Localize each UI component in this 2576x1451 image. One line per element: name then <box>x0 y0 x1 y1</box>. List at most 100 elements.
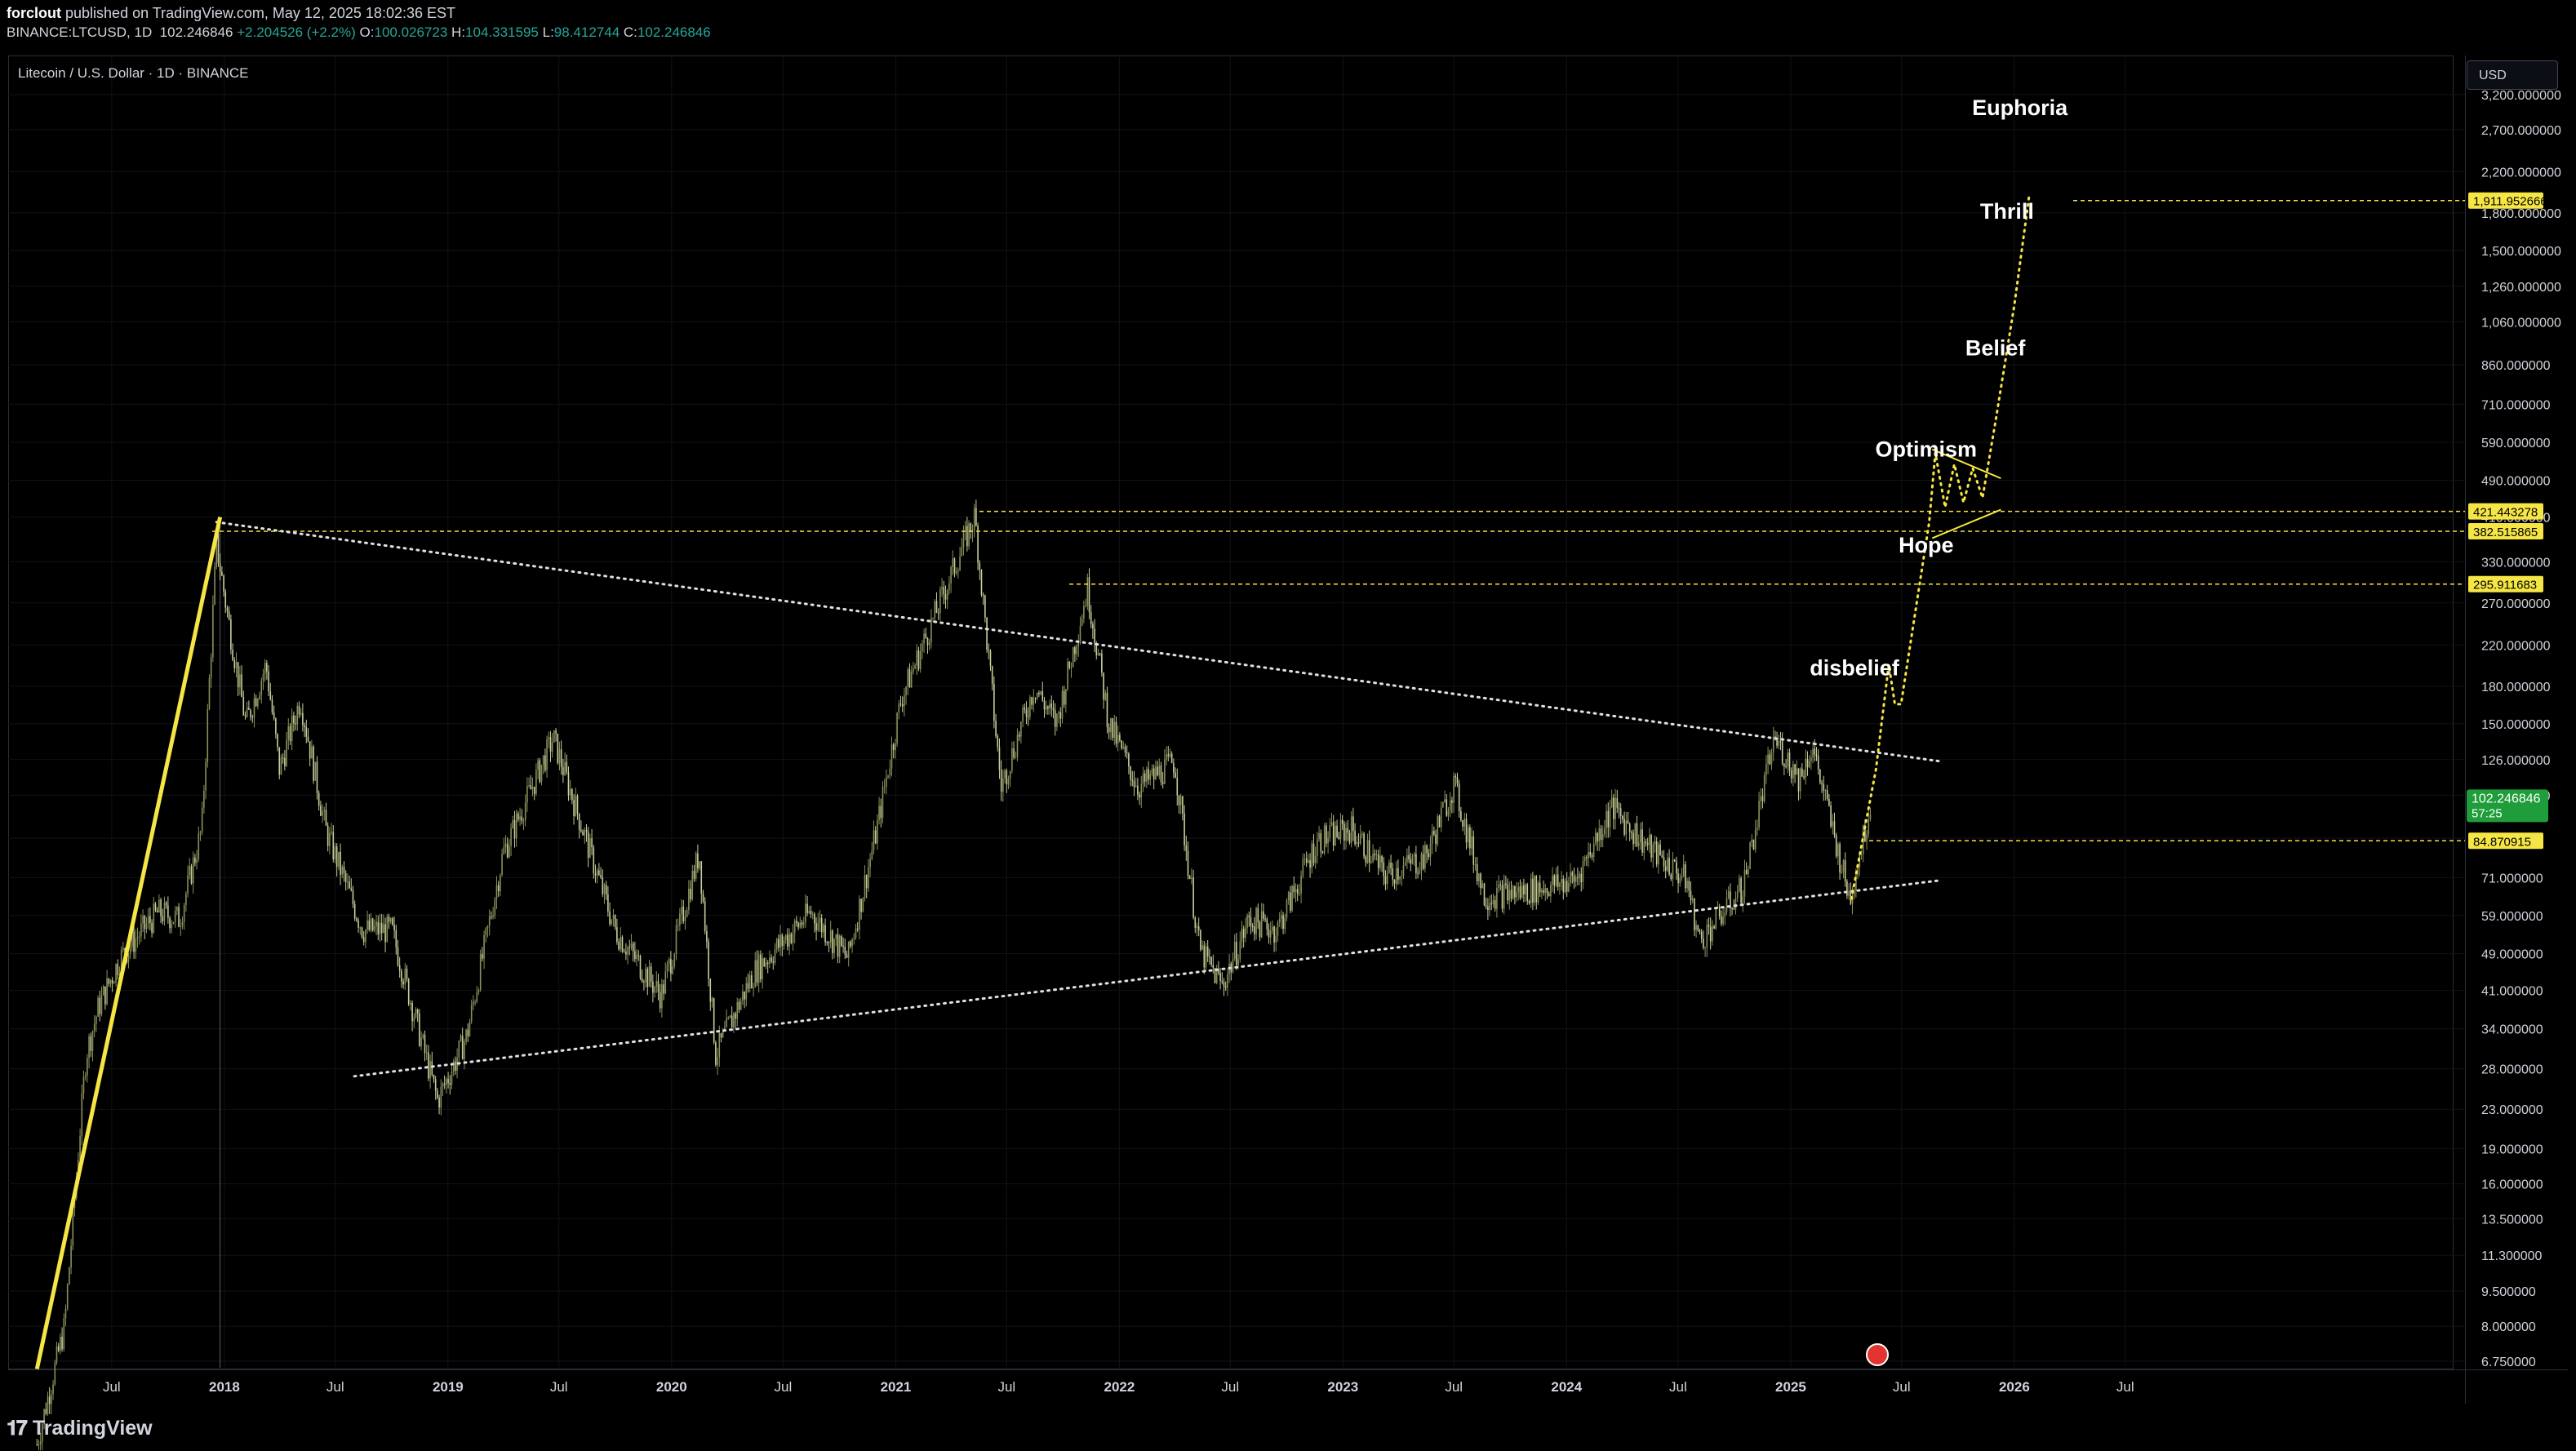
candle-body <box>217 533 220 564</box>
candle-body <box>1537 882 1539 903</box>
candle-body <box>1523 885 1525 894</box>
candle-body <box>1033 697 1035 705</box>
candle-body <box>1555 874 1557 886</box>
tradingview-brand[interactable]: 𝟏𝟕 TradingView <box>7 1417 153 1440</box>
candle-body <box>70 1245 72 1268</box>
candle-body <box>1083 606 1085 619</box>
candle-body <box>600 875 602 878</box>
candle-body <box>682 906 685 921</box>
candle-body <box>914 665 916 669</box>
candle-body <box>1420 854 1423 872</box>
candle-body <box>646 969 649 987</box>
candle-body <box>438 1098 440 1108</box>
candle-body <box>219 563 221 572</box>
candle-body <box>510 828 512 846</box>
candle-body <box>501 854 503 875</box>
candle-body <box>998 747 1001 770</box>
candle-body <box>1571 872 1574 876</box>
candle-body <box>196 859 198 863</box>
candle-body <box>377 921 380 934</box>
candle-body <box>1823 783 1825 791</box>
candle-body <box>95 1016 97 1024</box>
candle-body <box>932 617 934 619</box>
candle-body <box>1275 935 1277 943</box>
candle-body <box>1166 754 1167 760</box>
candle-body <box>1835 835 1837 857</box>
candle-body <box>1155 766 1157 779</box>
candle-body <box>1215 970 1218 983</box>
candle-body <box>774 949 776 963</box>
candle-body <box>898 703 900 713</box>
candle-body <box>1469 827 1471 849</box>
candle-body <box>1144 773 1146 782</box>
candle-body <box>979 562 981 570</box>
candle-body <box>1259 921 1261 938</box>
candle-body <box>632 943 634 952</box>
candle-body <box>1153 768 1155 779</box>
candle-body <box>837 934 839 957</box>
candle-body <box>1139 794 1140 798</box>
candle-body <box>1544 888 1547 893</box>
candle-body <box>1135 785 1137 788</box>
candle-body <box>537 760 539 770</box>
candle-body <box>1291 885 1293 911</box>
candle-body <box>1467 827 1469 843</box>
candle-body <box>702 894 704 902</box>
candle-body <box>1868 819 1870 835</box>
candle-body <box>553 730 555 743</box>
chart-pane[interactable] <box>8 55 2454 1369</box>
candle-body <box>1097 652 1099 656</box>
candle-body <box>232 650 233 660</box>
candle-body <box>47 1396 49 1414</box>
price-tick-label: 71.000000 <box>2481 872 2543 885</box>
candle-body <box>1408 854 1410 860</box>
candle-body <box>513 819 516 839</box>
candle-body <box>1286 900 1288 918</box>
candle-body <box>1223 982 1225 987</box>
candle-body <box>802 922 805 925</box>
candle-body <box>1113 721 1116 739</box>
candle-body <box>314 761 317 781</box>
candle-body <box>151 922 153 933</box>
candle-body <box>634 951 636 960</box>
candle-body <box>88 1036 90 1058</box>
candle-body <box>668 959 670 965</box>
candle-body <box>275 718 277 734</box>
candle-body <box>1085 606 1086 607</box>
candle-body <box>968 523 970 547</box>
candle-body <box>1760 796 1762 801</box>
candle-body <box>163 903 166 922</box>
candle-body <box>1327 837 1329 844</box>
candle-body <box>362 937 365 943</box>
candle-body <box>171 923 173 929</box>
currency-button[interactable]: USD <box>2467 60 2558 90</box>
price-tick-label: 2,700.000000 <box>2481 124 2561 138</box>
candle-body <box>1661 855 1663 858</box>
candle-body <box>199 832 202 834</box>
candle-body <box>910 672 913 688</box>
candle-body <box>966 526 968 547</box>
candle-body <box>350 888 353 890</box>
candle-body <box>307 736 309 742</box>
candle-body <box>1690 890 1692 901</box>
candle-body <box>731 1015 733 1028</box>
publisher-name[interactable]: forclout <box>7 5 61 21</box>
price-tick-label: 126.000000 <box>2481 754 2551 768</box>
candle-body <box>318 792 320 806</box>
candle-body <box>637 955 640 956</box>
candle-body <box>341 867 344 875</box>
candle-body <box>546 739 548 770</box>
candle-body <box>1498 884 1499 889</box>
candle-body <box>823 925 824 933</box>
candle-body <box>729 1015 731 1018</box>
candle-body <box>1393 879 1396 884</box>
candle-body <box>887 774 889 778</box>
current-price-label: 102.246846 <box>2472 792 2541 805</box>
candle-body <box>1101 653 1103 673</box>
candle-body <box>1079 626 1081 641</box>
candle-body <box>1748 868 1749 875</box>
candle-body <box>117 964 119 975</box>
candle-body <box>1061 690 1064 719</box>
candle-body <box>1273 926 1275 943</box>
